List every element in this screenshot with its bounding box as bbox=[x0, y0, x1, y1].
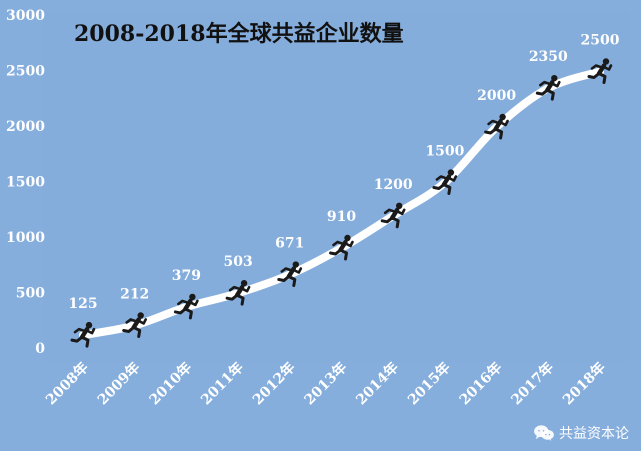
running-person-icon bbox=[70, 321, 96, 348]
data-label: 910 bbox=[327, 209, 356, 225]
y-tick-label: 1500 bbox=[6, 175, 45, 191]
y-tick-label: 2500 bbox=[6, 64, 45, 80]
running-person-icon bbox=[587, 58, 613, 84]
data-labels: 125 212 379 503 671 910 1200 1500 2000 2350 2500 bbox=[68, 33, 619, 313]
y-tick-label: 0 bbox=[35, 341, 45, 357]
chart-title: 2008-2018年全球共益企业数量 bbox=[74, 21, 404, 47]
data-label: 1200 bbox=[374, 177, 413, 193]
y-tick-label: 3000 bbox=[6, 8, 45, 24]
running-person-icon bbox=[277, 261, 303, 288]
y-tick-label: 1000 bbox=[6, 230, 45, 246]
data-label: 379 bbox=[172, 268, 201, 284]
running-person-icon bbox=[535, 74, 561, 101]
data-label: 125 bbox=[68, 296, 97, 312]
running-person-icon bbox=[329, 234, 354, 261]
watermark: 共益资本论 bbox=[533, 422, 629, 444]
plot-area bbox=[43, 12, 629, 362]
series-markers bbox=[70, 58, 613, 348]
wechat-icon bbox=[534, 425, 554, 442]
y-tick-label: 500 bbox=[16, 286, 45, 302]
data-label: 503 bbox=[223, 254, 252, 270]
data-label: 2000 bbox=[477, 88, 516, 104]
running-person-icon bbox=[225, 279, 251, 306]
data-label: 2350 bbox=[529, 49, 568, 65]
running-person-icon bbox=[173, 293, 199, 320]
data-label: 671 bbox=[275, 236, 304, 252]
running-person-icon bbox=[380, 202, 406, 229]
watermark-text: 共益资本论 bbox=[559, 426, 629, 442]
data-label: 1500 bbox=[425, 144, 464, 160]
running-person-icon bbox=[122, 312, 147, 338]
data-label: 212 bbox=[120, 286, 149, 302]
y-tick-label: 2000 bbox=[6, 119, 45, 135]
running-person-icon bbox=[432, 169, 458, 195]
running-person-icon bbox=[484, 113, 509, 140]
y-axis-tick-labels: 0 500 1000 1500 2000 2500 3000 bbox=[6, 8, 45, 357]
data-label: 2500 bbox=[581, 33, 620, 49]
